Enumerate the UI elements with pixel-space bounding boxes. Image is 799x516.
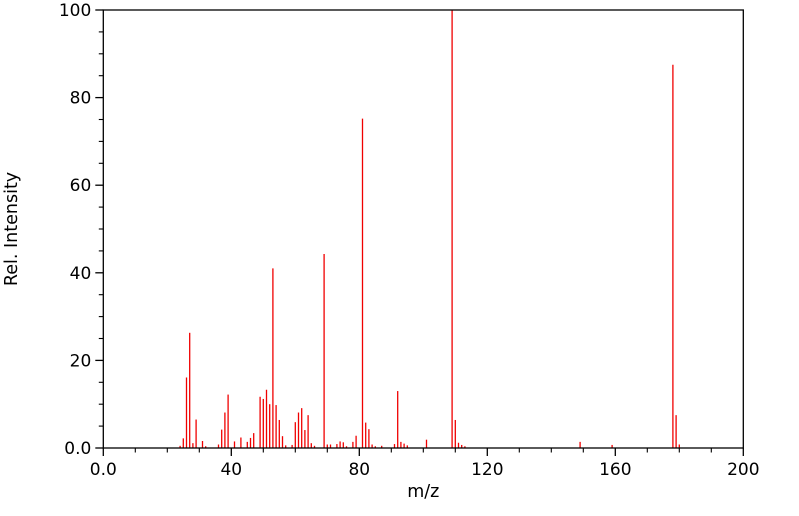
axes-frame bbox=[102, 9, 744, 449]
y-tick-label: 100 bbox=[59, 1, 91, 21]
y-tick-label: 80 bbox=[70, 89, 92, 109]
x-tick-label: 0.0 bbox=[90, 460, 117, 480]
y-tick-label: 0.0 bbox=[64, 439, 91, 459]
x-tick-label: 200 bbox=[727, 460, 759, 480]
y-axis-label: Rel. Intensity bbox=[2, 172, 22, 286]
x-tick-label: 40 bbox=[220, 460, 242, 480]
x-tick-label: 80 bbox=[348, 460, 370, 480]
y-tick-label: 20 bbox=[70, 351, 92, 371]
x-axis-label: m/z bbox=[407, 482, 439, 502]
x-tick-label: 120 bbox=[471, 460, 503, 480]
y-tick-label: 40 bbox=[70, 264, 92, 284]
y-tick-label: 60 bbox=[70, 176, 92, 196]
x-tick-label: 160 bbox=[599, 460, 631, 480]
